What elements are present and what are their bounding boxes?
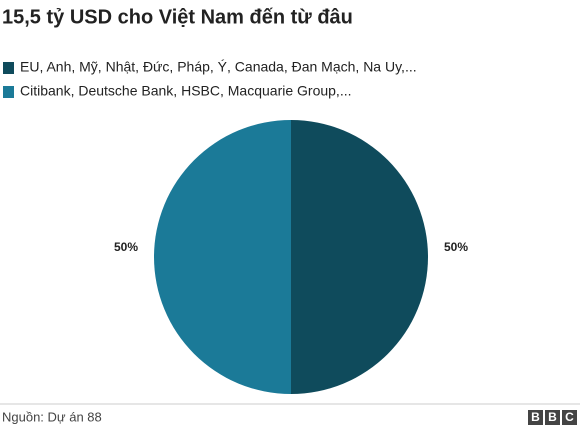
source: Nguồn: Dự án 88 <box>2 409 102 424</box>
data-label: 50% <box>444 240 468 254</box>
legend-label: Citibank, Deutsche Bank, HSBC, Macquarie… <box>20 83 351 99</box>
logo-box <box>562 410 577 425</box>
legend-swatch <box>3 62 14 74</box>
logo-box <box>528 410 543 425</box>
logo-letter: B <box>531 410 540 424</box>
logo-box <box>545 410 560 425</box>
chart-title: 15,5 tỷ USD cho Việt Nam đến từ đâu <box>2 6 353 28</box>
data-label: 50% <box>114 240 138 254</box>
logo-letter: B <box>548 410 557 424</box>
logo-letter: C <box>565 410 574 424</box>
pie-slice <box>154 120 291 394</box>
legend-label: EU, Anh, Mỹ, Nhật, Đức, Pháp, Ý, Canada,… <box>20 59 417 75</box>
legend-swatch <box>3 86 14 98</box>
pie-slice <box>291 120 428 394</box>
